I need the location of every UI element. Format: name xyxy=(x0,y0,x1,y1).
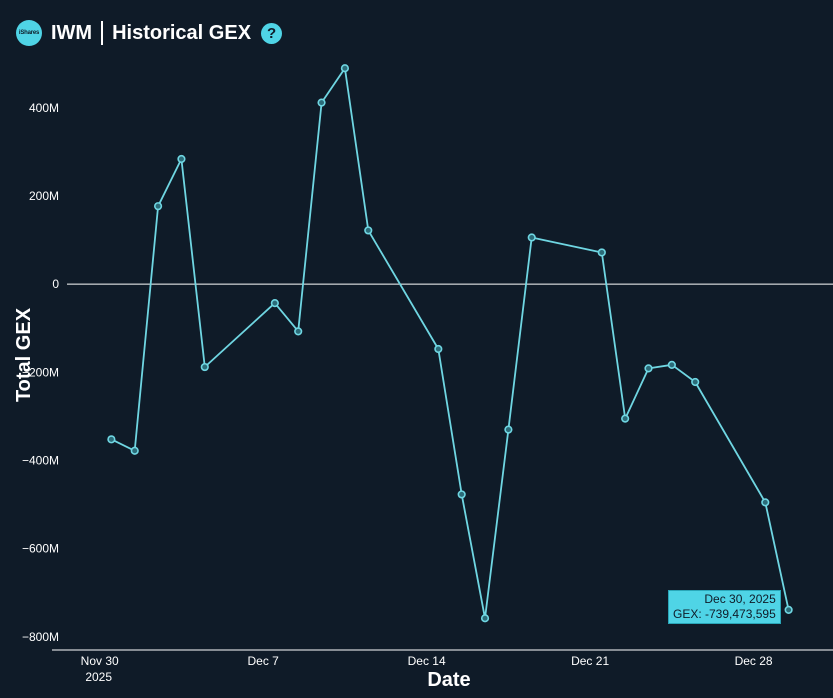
y-tick-label: −800M xyxy=(22,630,59,644)
data-point xyxy=(597,248,606,257)
x-tick-label: Dec 21 xyxy=(571,654,609,668)
y-tick-label: −200M xyxy=(22,365,59,379)
help-icon[interactable]: ? xyxy=(261,22,283,44)
data-point xyxy=(270,299,279,308)
tooltip-value: GEX: -739,473,595 xyxy=(673,607,776,621)
chart-header: iShares IWM Historical GEX ? xyxy=(16,18,283,48)
data-point xyxy=(504,425,513,434)
y-tick-label: −400M xyxy=(22,453,59,467)
data-point xyxy=(457,490,466,499)
series-line xyxy=(111,67,790,620)
data-point xyxy=(153,202,163,211)
tooltip-date: Dec 30, 2025 xyxy=(704,592,776,606)
x-tick-label: Nov 30 xyxy=(81,654,119,668)
x-tick-label: Dec 28 xyxy=(735,654,773,668)
hover-tooltip: Dec 30, 2025 GEX: -739,473,595 xyxy=(668,590,781,624)
data-point xyxy=(294,327,303,336)
data-point xyxy=(480,614,490,623)
data-point xyxy=(364,226,373,235)
data-point xyxy=(621,414,630,423)
chart-title: Historical GEX xyxy=(112,21,252,44)
x-axis-title: Date xyxy=(427,669,470,691)
ticker-label: IWM xyxy=(51,21,93,44)
ishares-logo: iShares xyxy=(16,20,42,46)
data-point xyxy=(317,98,326,107)
x-tick-label: Dec 7 xyxy=(247,654,279,668)
data-point xyxy=(340,64,350,73)
y-axis-title: Total GEX xyxy=(13,307,35,402)
data-point xyxy=(200,362,209,372)
data-point xyxy=(130,446,139,455)
data-point xyxy=(527,233,536,242)
data-point xyxy=(761,498,770,507)
x-tick-label: Dec 14 xyxy=(408,654,446,668)
data-point xyxy=(667,360,676,369)
title-divider xyxy=(101,21,104,45)
data-point xyxy=(644,364,653,373)
x-tick-sublabel: 2025 xyxy=(85,670,112,684)
data-point xyxy=(434,344,443,354)
y-tick-label: 0 xyxy=(52,277,59,291)
y-tick-label: 200M xyxy=(29,189,59,203)
data-point xyxy=(107,435,116,444)
y-tick-label: −600M xyxy=(22,542,59,556)
y-tick-label: 400M xyxy=(29,101,59,115)
data-point xyxy=(177,154,186,164)
data-point xyxy=(784,605,793,614)
data-point xyxy=(691,377,700,387)
